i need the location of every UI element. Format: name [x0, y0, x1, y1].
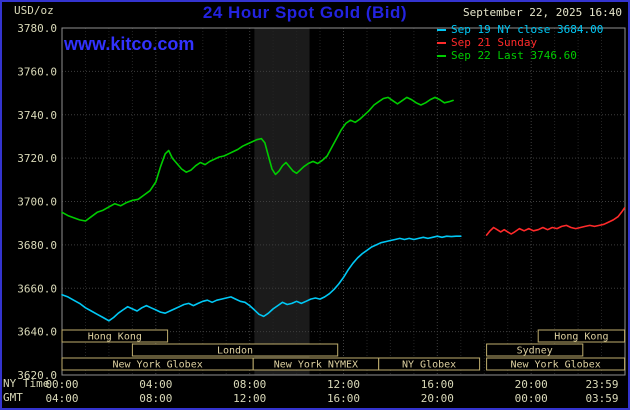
legend-dash-icon — [437, 28, 446, 31]
legend-item-label: Sep 22 Last 3746.60 — [451, 49, 577, 62]
y-tick-label: 3640.0 — [17, 326, 57, 339]
y-tick-label: 3700.0 — [17, 196, 57, 209]
y-tick-label: 3780.0 — [17, 22, 57, 35]
session-box — [537, 329, 626, 343]
x-tick-label: 08:00 — [139, 392, 172, 405]
x-tick-label: 16:00 — [327, 392, 360, 405]
y-tick-label: 3720.0 — [17, 152, 57, 165]
x-tick-label: 20:00 — [515, 378, 548, 391]
legend-item-label: Sep 19 NY close 3684.00 — [451, 23, 604, 36]
session-label: Hong Kong — [88, 332, 142, 343]
legend-dash-icon — [437, 54, 446, 57]
legend-item-1: Sep 21 Sunday — [437, 36, 603, 49]
session-box — [486, 357, 626, 371]
y-tick-label: 3680.0 — [17, 239, 57, 252]
session-box — [378, 357, 481, 371]
x-tick-label: 23:59 — [585, 378, 618, 391]
x-tick-label: 16:00 — [421, 378, 454, 391]
y-tick-label: 3740.0 — [17, 109, 57, 122]
x-tick-label: 12:00 — [327, 378, 360, 391]
chart-title: 24 Hour Spot Gold (Bid) — [202, 3, 408, 22]
legend: Sep 19 NY close 3684.00 Sep 21 Sunday Sep … — [437, 23, 603, 62]
y-tick-label: 3660.0 — [17, 282, 57, 295]
legend-item-label: Sep 21 Sunday — [451, 36, 538, 49]
legend-dash-icon — [437, 41, 446, 44]
y-axis-units-label: USD/oz — [14, 4, 54, 17]
x-axis-gmt-label: GMT — [3, 391, 23, 404]
series-line-2 — [61, 96, 454, 222]
series-line-0 — [61, 235, 462, 322]
session-box — [61, 329, 169, 343]
x-tick-label: 00:00 — [45, 378, 78, 391]
session-label: New York NYMEX — [274, 360, 358, 371]
session-label: NY Globex — [402, 360, 456, 371]
session-box — [486, 343, 584, 357]
session-label: Hong Kong — [554, 332, 608, 343]
kitco-link[interactable]: www.kitco.com — [64, 34, 195, 54]
x-tick-label: 08:00 — [233, 378, 266, 391]
x-tick-label: 00:00 — [515, 392, 548, 405]
x-tick-label: 20:00 — [421, 392, 454, 405]
session-label: New York Globex — [510, 360, 600, 371]
session-box — [131, 343, 339, 357]
x-axis-ny-time-label: NY Time — [3, 377, 50, 390]
chart-datetime: September 22, 2025 16:40 — [463, 6, 622, 19]
series-line-1 — [485, 207, 626, 236]
session-label: Sydney — [517, 346, 553, 357]
session-label: New York Globex — [112, 360, 202, 371]
y-tick-label: 3620.0 — [17, 369, 57, 382]
x-tick-label: 04:00 — [139, 378, 172, 391]
x-tick-label: 12:00 — [233, 392, 266, 405]
y-tick-label: 3760.0 — [17, 65, 57, 78]
legend-item-2: Sep 22 Last 3746.60 — [437, 49, 603, 62]
x-tick-label: 03:59 — [585, 392, 618, 405]
legend-item-0: Sep 19 NY close 3684.00 — [437, 23, 603, 36]
session-label: London — [217, 346, 253, 357]
x-tick-label: 04:00 — [45, 392, 78, 405]
plot-border — [61, 27, 626, 376]
